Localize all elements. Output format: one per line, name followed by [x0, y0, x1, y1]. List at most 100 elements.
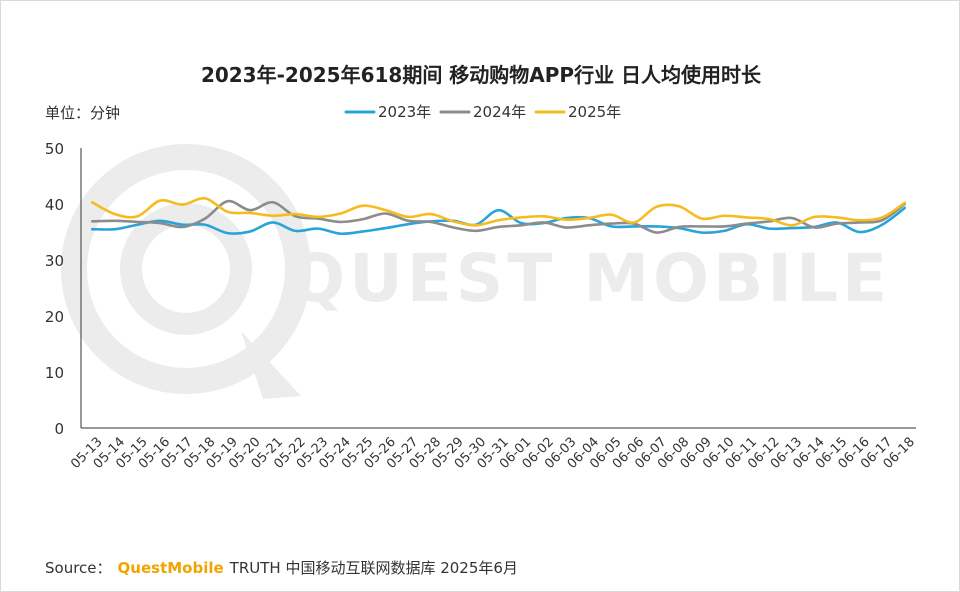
series-point [362, 204, 364, 206]
series-point [610, 225, 612, 227]
legend: 2023年 2024年 2025年 [344, 103, 621, 121]
series-point [339, 212, 341, 214]
series-point [272, 201, 274, 203]
series-point [204, 197, 206, 199]
watermark-logo-tail [241, 331, 301, 399]
legend-label-2: 2024年 [473, 103, 526, 121]
series-point [136, 221, 138, 223]
series-point [497, 226, 499, 228]
series-layer [90, 197, 907, 236]
series-point [655, 231, 657, 233]
legend-label-1: 2023年 [378, 103, 431, 121]
chart-title: 2023年-2025年618期间 移动购物APP行业 日人均使用时长 [200, 63, 762, 87]
series-point [723, 225, 725, 227]
series-point [904, 202, 906, 204]
series-point [791, 224, 793, 226]
series-point [678, 205, 680, 207]
series-point [497, 209, 499, 211]
series-point [114, 228, 116, 230]
series-point [836, 222, 838, 224]
unit-label: 单位：分钟 [45, 104, 121, 122]
series-point [678, 226, 680, 228]
watermark-logo-core [120, 203, 252, 335]
series-point [700, 217, 702, 219]
series-point [159, 199, 161, 201]
series-line-2023年 [90, 206, 907, 236]
series-point [475, 230, 477, 232]
series-point [700, 231, 702, 233]
series-point [362, 230, 364, 232]
series-point [317, 216, 319, 218]
source-line: Source： QuestMobile TRUTH 中国移动互联网数据库 2025年… [45, 557, 518, 578]
series-point [858, 221, 860, 223]
series-point [181, 203, 183, 205]
series-point [226, 232, 228, 234]
series-point [249, 230, 251, 232]
series-point [746, 222, 748, 224]
series-point [723, 215, 725, 217]
x-axis: 05-1305-1405-1505-1605-1705-1805-1905-20… [68, 427, 918, 472]
series-point [136, 224, 138, 226]
series-point [339, 221, 341, 223]
series-point [791, 217, 793, 219]
series-point [565, 218, 567, 220]
y-tick-label: 50 [45, 140, 64, 158]
source-label: Source： [45, 559, 112, 577]
series-point [136, 215, 138, 217]
series-point [249, 209, 251, 211]
series-point [294, 230, 296, 232]
legend-label-3: 2025年 [568, 103, 621, 121]
series-point [655, 206, 657, 208]
series-point [384, 227, 386, 229]
series-point [452, 220, 454, 222]
series-point [181, 226, 183, 228]
series-point [542, 221, 544, 223]
series-point [700, 225, 702, 227]
series-point [858, 231, 860, 233]
series-point [791, 227, 793, 229]
series-point [655, 225, 657, 227]
series-point [746, 216, 748, 218]
series-point [813, 216, 815, 218]
y-tick-label: 40 [45, 196, 64, 214]
series-point [633, 221, 635, 223]
series-point [272, 221, 274, 223]
series-point [294, 215, 296, 217]
series-point [768, 227, 770, 229]
series-point [904, 207, 906, 209]
series-point [362, 218, 364, 220]
series-point [114, 220, 116, 222]
series-point [813, 226, 815, 228]
series-point [475, 224, 477, 226]
series-point [407, 220, 409, 222]
series-point [542, 215, 544, 217]
series-point [226, 200, 228, 202]
series-point [881, 219, 883, 221]
series-point [204, 217, 206, 219]
series-point [384, 209, 386, 211]
watermark-logo-ring [61, 144, 311, 394]
watermark-text: QUEST MOBILE [289, 240, 891, 317]
series-point [339, 232, 341, 234]
series-point [588, 217, 590, 219]
series-point [836, 216, 838, 218]
series-point [881, 224, 883, 226]
series-point [881, 216, 883, 218]
series-point [858, 219, 860, 221]
y-tick-label: 10 [45, 364, 64, 382]
source-brand: QuestMobile [117, 559, 224, 577]
series-point [407, 223, 409, 225]
series-point [430, 221, 432, 223]
series-point [497, 219, 499, 221]
series-point [520, 216, 522, 218]
watermark: QUEST MOBILE [61, 144, 891, 399]
series-point [565, 226, 567, 228]
series-point [633, 225, 635, 227]
series-line-2024年 [90, 199, 907, 234]
series-point [114, 213, 116, 215]
source-text: TRUTH 中国移动互联网数据库 2025年6月 [229, 559, 518, 577]
series-point [317, 227, 319, 229]
series-point [407, 216, 409, 218]
series-point [384, 212, 386, 214]
